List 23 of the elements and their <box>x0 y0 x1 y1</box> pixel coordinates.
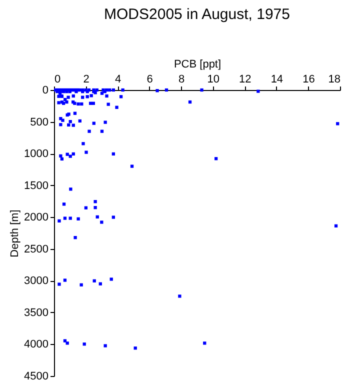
x-tick-label: 2 <box>83 74 90 86</box>
y-tick-label: 4000 <box>24 338 48 351</box>
y-tick-label: 0 <box>42 84 48 96</box>
x-tick-label: 8 <box>178 74 185 86</box>
x-tick-label: 4 <box>114 74 122 86</box>
x-axis-title: PCB [ppt] <box>174 58 222 70</box>
y-tick-label: 3500 <box>24 306 48 319</box>
x-tick-label: 12 <box>239 74 252 86</box>
x-tick-label: 18 <box>328 74 340 86</box>
x-tick-label: 14 <box>270 74 284 86</box>
y-tick-label: 1500 <box>24 180 48 192</box>
x-tick-label: 16 <box>302 74 315 86</box>
y-tick-label: 2000 <box>24 212 48 224</box>
x-tick-label: 0 <box>54 74 61 86</box>
y-tick-label: 4500 <box>24 370 48 382</box>
x-tick-label: 6 <box>146 74 153 86</box>
chart-title: MODS2005 in August, 1975 <box>104 6 290 23</box>
y-tick-label: 2500 <box>24 243 48 256</box>
y-tick-label: 3000 <box>24 275 48 288</box>
y-tick-label: 1000 <box>24 148 48 160</box>
x-tick-label: 10 <box>207 74 220 86</box>
y-tick-label: 500 <box>30 116 48 128</box>
y-axis-title: Depth [m] <box>9 210 22 258</box>
